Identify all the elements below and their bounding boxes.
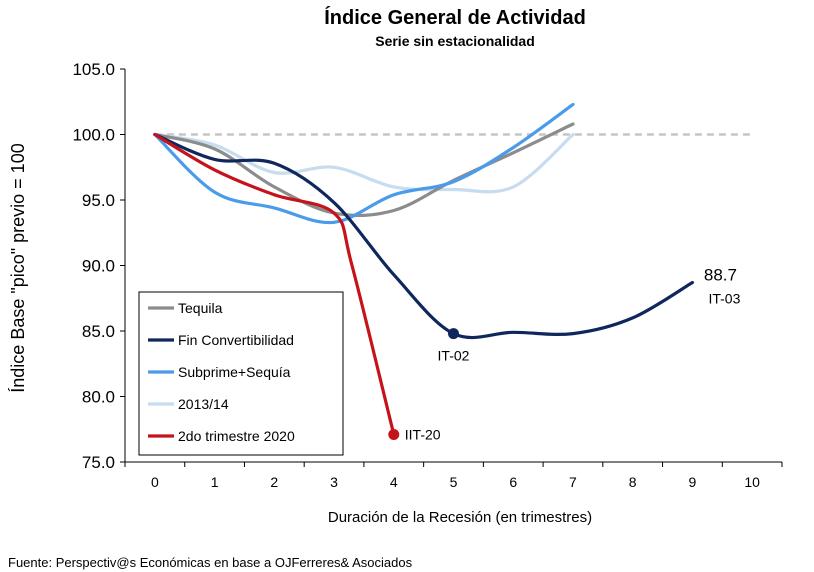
annotation-label: IT-02 bbox=[438, 348, 470, 364]
x-tick-label: 9 bbox=[689, 474, 697, 490]
marker-point bbox=[388, 428, 400, 440]
legend-label: 2013/14 bbox=[178, 396, 229, 412]
y-tick-label: 100.0 bbox=[72, 126, 115, 145]
series-line-subprime-sequ-a bbox=[153, 102, 575, 225]
x-tick-label: 0 bbox=[151, 474, 159, 490]
series-line-2013-14 bbox=[153, 132, 575, 194]
y-tick-label: 75.0 bbox=[82, 453, 115, 472]
x-tick-label: 2 bbox=[270, 474, 278, 490]
annotation-label: IIT-20 bbox=[405, 426, 441, 442]
x-tick-label: 5 bbox=[450, 474, 458, 490]
marker-point bbox=[448, 328, 459, 340]
x-tick-label: 3 bbox=[330, 474, 338, 490]
y-tick-label: 90.0 bbox=[82, 257, 115, 276]
annotation-label: 88.7 bbox=[704, 266, 737, 285]
annotations-group: IT-02 88.7 IT-03 IIT-20 bbox=[405, 266, 741, 443]
x-axis-label: Duración de la Recesión (en trimestres) bbox=[328, 509, 592, 526]
source-note: Fuente: Perspectiv@s Económicas en base … bbox=[8, 555, 413, 570]
series-line-fin-convertibilidad bbox=[153, 132, 694, 340]
legend: Tequila Fin Convertibilidad Subprime+Sequí… bbox=[138, 291, 344, 456]
y-tick-label: 95.0 bbox=[82, 191, 115, 210]
markers-group bbox=[388, 328, 459, 440]
x-tick-label: 4 bbox=[390, 474, 398, 490]
chart-subtitle: Serie sin estacionalidad bbox=[375, 33, 535, 49]
y-tick-label: 80.0 bbox=[82, 388, 115, 407]
x-tick-label: 6 bbox=[509, 474, 517, 490]
legend-label: Subprime+Sequía bbox=[178, 364, 291, 380]
series-line-tequila bbox=[153, 122, 575, 218]
y-tick-label: 105.0 bbox=[72, 60, 115, 79]
series-group bbox=[153, 102, 694, 437]
x-tick-label: 7 bbox=[569, 474, 577, 490]
x-tick-label: 1 bbox=[211, 474, 219, 490]
legend-label: Tequila bbox=[178, 300, 223, 316]
legend-label: 2do trimestre 2020 bbox=[178, 428, 295, 444]
annotation-label: IT-03 bbox=[708, 291, 740, 307]
chart-title: Índice General de Actividad bbox=[324, 6, 586, 29]
y-axis-label: Índice Base "pico" previo = 100 bbox=[8, 143, 28, 392]
x-tick-label: 8 bbox=[629, 474, 637, 490]
series-line-2do-trimestre-2020 bbox=[153, 132, 396, 437]
y-tick-label: 85.0 bbox=[82, 322, 115, 341]
x-tick-label: 10 bbox=[744, 474, 760, 490]
axes: 75.0 80.0 85.0 90.0 95.0 100.0 105.0 0 1 2 3 4 5 6 7 8 9… bbox=[72, 60, 783, 490]
legend-label: Fin Convertibilidad bbox=[178, 332, 294, 348]
